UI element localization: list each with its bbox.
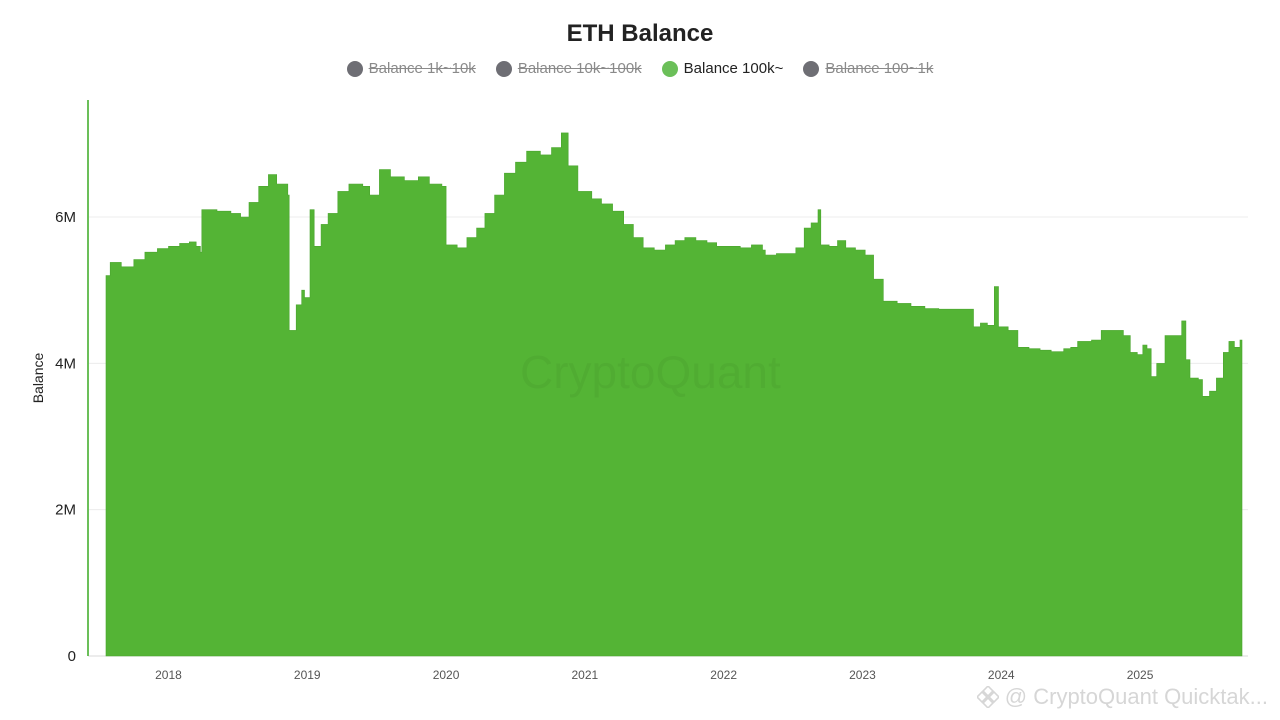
x-tick-label: 2022 bbox=[710, 668, 737, 682]
legend-label: Balance 100~1k bbox=[825, 60, 934, 77]
legend-marker bbox=[346, 60, 363, 77]
x-tick-label: 2019 bbox=[294, 668, 321, 682]
legend-marker bbox=[803, 60, 820, 77]
legend-item-balance-100k[interactable]: Balance 100k~ bbox=[661, 60, 784, 77]
chart-title: ETH Balance bbox=[566, 20, 714, 47]
legend-marker bbox=[661, 60, 678, 77]
x-tick-label: 2018 bbox=[155, 668, 182, 682]
y-tick-label: 2M bbox=[55, 502, 76, 519]
x-tick-label: 2020 bbox=[433, 668, 460, 682]
y-tick-label: 6M bbox=[55, 209, 76, 226]
legend-label: Balance 1k~10k bbox=[368, 60, 476, 77]
legend: Balance 1k~10k Balance 10k~100k Balance … bbox=[0, 60, 1280, 77]
legend-label: Balance 10k~100k bbox=[517, 60, 642, 77]
legend-label: Balance 100k~ bbox=[683, 60, 784, 77]
y-axis-label: Balance bbox=[30, 352, 46, 404]
y-axis-ticks: 0 2M 4M 6M bbox=[55, 209, 76, 665]
legend-item-balance-100-1k[interactable]: Balance 100~1k bbox=[803, 60, 933, 77]
x-tick-label: 2023 bbox=[849, 668, 876, 682]
y-tick-label: 4M bbox=[55, 355, 76, 372]
credit-badge: @ CryptoQuant Quicktak... bbox=[976, 684, 1268, 710]
legend-item-balance-1k-10k[interactable]: Balance 1k~10k bbox=[346, 60, 476, 77]
series-balance-100k-bars[interactable] bbox=[105, 132, 1243, 657]
x-tick-label: 2025 bbox=[1127, 668, 1154, 682]
series-area bbox=[105, 132, 1243, 657]
legend-marker bbox=[495, 60, 512, 77]
x-tick-label: 2021 bbox=[572, 668, 599, 682]
credit-text: @ CryptoQuant Quicktak... bbox=[1004, 684, 1268, 709]
legend-item-balance-10k-100k[interactable]: Balance 10k~100k bbox=[495, 60, 642, 77]
binance-logo-icon bbox=[976, 686, 999, 708]
watermark: CryptoQuant bbox=[520, 345, 781, 399]
x-tick-label: 2024 bbox=[988, 668, 1015, 682]
x-axis-ticks: 2018 2019 2020 2021 2022 2023 2024 2025 bbox=[155, 668, 1154, 682]
y-tick-label: 0 bbox=[68, 648, 76, 665]
